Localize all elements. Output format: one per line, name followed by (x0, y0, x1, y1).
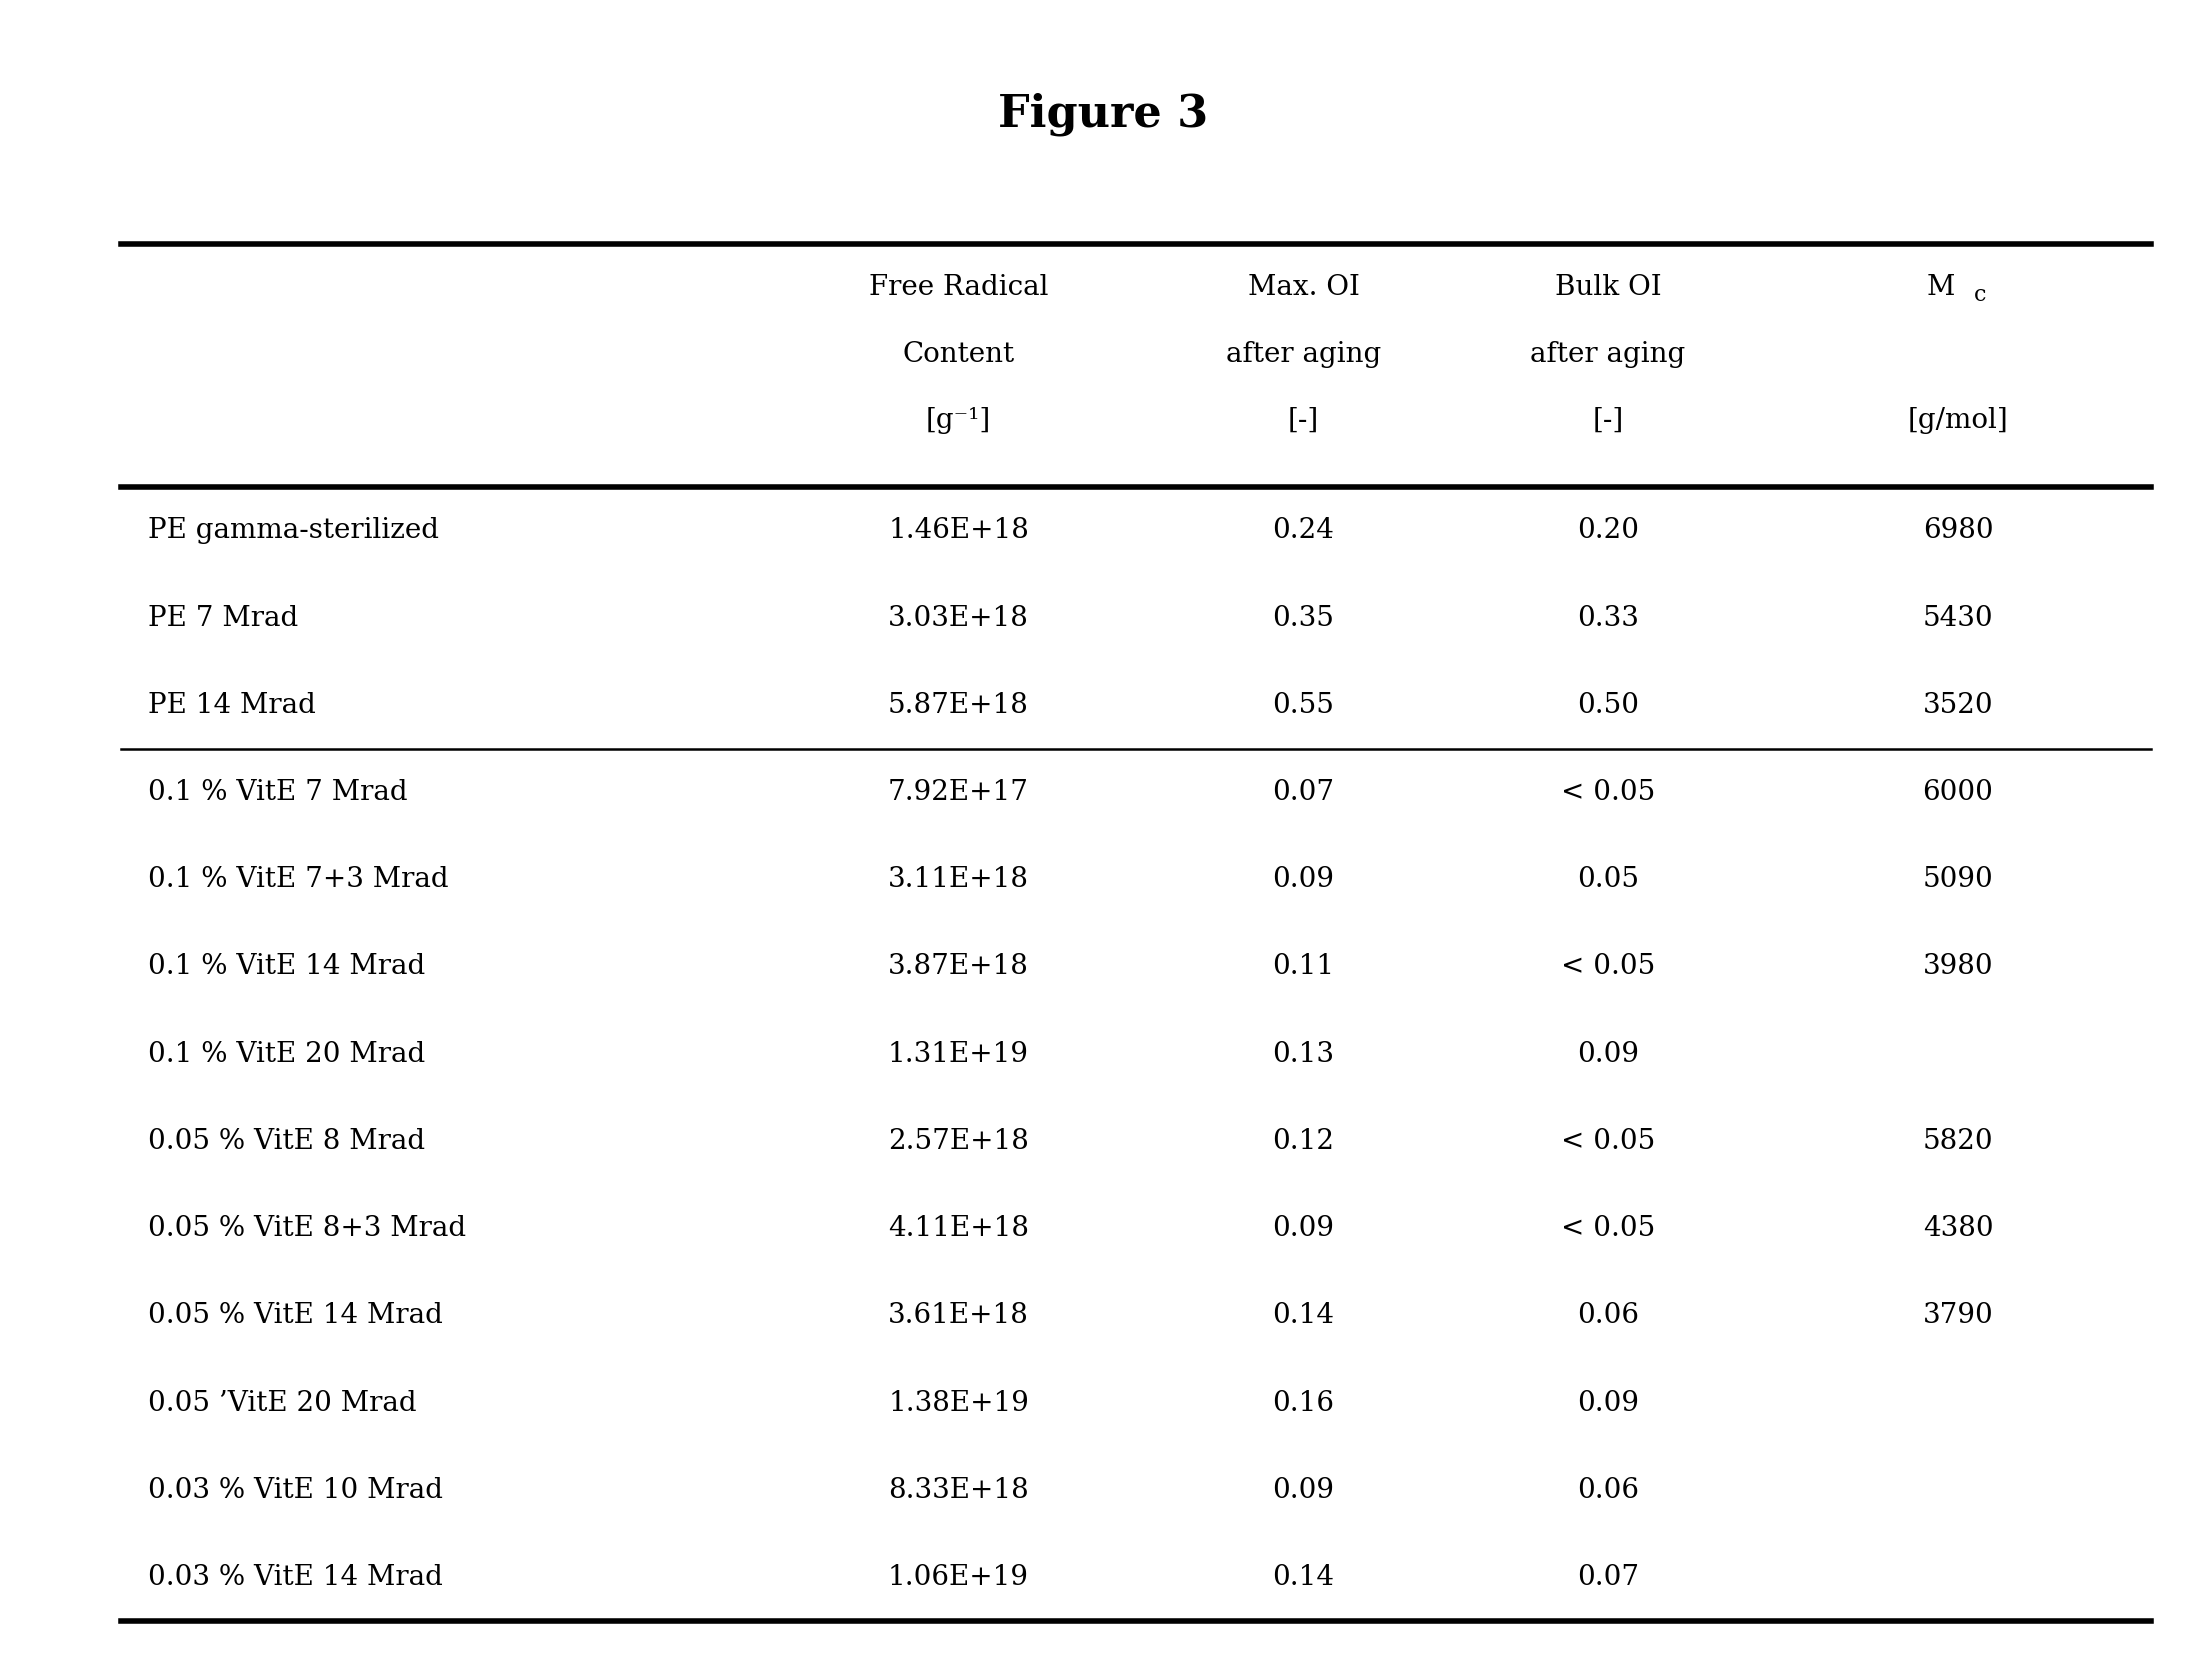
Text: 4380: 4380 (1924, 1215, 1994, 1242)
Text: after aging: after aging (1227, 341, 1381, 368)
Text: 3980: 3980 (1924, 954, 1994, 981)
Text: 3.03E+18: 3.03E+18 (889, 605, 1028, 632)
Text: 0.50: 0.50 (1577, 692, 1639, 719)
Text: Content: Content (902, 341, 1015, 368)
Text: 0.09: 0.09 (1273, 1215, 1335, 1242)
Text: 0.06: 0.06 (1577, 1302, 1639, 1329)
Text: 0.16: 0.16 (1273, 1389, 1335, 1416)
Text: 6000: 6000 (1924, 780, 1994, 806)
Text: 0.07: 0.07 (1273, 780, 1335, 806)
Text: 0.09: 0.09 (1273, 1477, 1335, 1504)
Text: Max. OI: Max. OI (1249, 274, 1359, 301)
Text: < 0.05: < 0.05 (1562, 1215, 1654, 1242)
Text: 0.20: 0.20 (1577, 517, 1639, 544)
Text: 0.07: 0.07 (1577, 1564, 1639, 1591)
Text: 0.1 % VitE 20 Mrad: 0.1 % VitE 20 Mrad (148, 1040, 426, 1068)
Text: 3790: 3790 (1924, 1302, 1994, 1329)
Text: 0.24: 0.24 (1273, 517, 1335, 544)
Text: 0.05 % VitE 8+3 Mrad: 0.05 % VitE 8+3 Mrad (148, 1215, 465, 1242)
Text: 0.55: 0.55 (1273, 692, 1335, 719)
Text: 0.03 % VitE 10 Mrad: 0.03 % VitE 10 Mrad (148, 1477, 443, 1504)
Text: 1.06E+19: 1.06E+19 (889, 1564, 1028, 1591)
Text: 0.14: 0.14 (1273, 1302, 1335, 1329)
Text: PE 7 Mrad: PE 7 Mrad (148, 605, 298, 632)
Text: Free Radical: Free Radical (869, 274, 1048, 301)
Text: PE gamma-sterilized: PE gamma-sterilized (148, 517, 439, 544)
Text: 1.31E+19: 1.31E+19 (889, 1040, 1028, 1068)
Text: 0.03 % VitE 14 Mrad: 0.03 % VitE 14 Mrad (148, 1564, 443, 1591)
Text: [-]: [-] (1288, 407, 1319, 433)
Text: 0.11: 0.11 (1273, 954, 1335, 981)
Text: 0.33: 0.33 (1577, 605, 1639, 632)
Text: 0.06: 0.06 (1577, 1477, 1639, 1504)
Text: Figure 3: Figure 3 (997, 92, 1209, 136)
Text: 0.1 % VitE 14 Mrad: 0.1 % VitE 14 Mrad (148, 954, 426, 981)
Text: 6980: 6980 (1924, 517, 1994, 544)
Text: 5.87E+18: 5.87E+18 (889, 692, 1028, 719)
Text: 0.09: 0.09 (1273, 867, 1335, 894)
Text: 3520: 3520 (1924, 692, 1994, 719)
Text: 5820: 5820 (1924, 1127, 1994, 1154)
Text: < 0.05: < 0.05 (1562, 1127, 1654, 1154)
Text: [g⁻¹]: [g⁻¹] (927, 407, 990, 433)
Text: 0.05: 0.05 (1577, 867, 1639, 894)
Text: < 0.05: < 0.05 (1562, 954, 1654, 981)
Text: 0.35: 0.35 (1273, 605, 1335, 632)
Text: after aging: after aging (1531, 341, 1685, 368)
Text: < 0.05: < 0.05 (1562, 780, 1654, 806)
Text: 7.92E+17: 7.92E+17 (889, 780, 1028, 806)
Text: 0.09: 0.09 (1577, 1389, 1639, 1416)
Text: 1.38E+19: 1.38E+19 (889, 1389, 1028, 1416)
Text: [g/mol]: [g/mol] (1908, 407, 2007, 433)
Text: 0.05 % VitE 14 Mrad: 0.05 % VitE 14 Mrad (148, 1302, 443, 1329)
Text: 0.05 % VitE 8 Mrad: 0.05 % VitE 8 Mrad (148, 1127, 426, 1154)
Text: 0.1 % VitE 7+3 Mrad: 0.1 % VitE 7+3 Mrad (148, 867, 448, 894)
Text: 0.13: 0.13 (1273, 1040, 1335, 1068)
Text: 8.33E+18: 8.33E+18 (889, 1477, 1028, 1504)
Text: PE 14 Mrad: PE 14 Mrad (148, 692, 315, 719)
Text: 5090: 5090 (1924, 867, 1994, 894)
Text: Bulk OI: Bulk OI (1555, 274, 1661, 301)
Text: [-]: [-] (1593, 407, 1624, 433)
Text: 0.09: 0.09 (1577, 1040, 1639, 1068)
Text: 0.1 % VitE 7 Mrad: 0.1 % VitE 7 Mrad (148, 780, 408, 806)
Text: 2.57E+18: 2.57E+18 (889, 1127, 1028, 1154)
Text: 3.87E+18: 3.87E+18 (889, 954, 1028, 981)
Text: 0.12: 0.12 (1273, 1127, 1335, 1154)
Text: c: c (1974, 284, 1985, 306)
Text: 0.05 ’VitE 20 Mrad: 0.05 ’VitE 20 Mrad (148, 1389, 417, 1416)
Text: 1.46E+18: 1.46E+18 (889, 517, 1028, 544)
Text: 5430: 5430 (1924, 605, 1994, 632)
Text: 4.11E+18: 4.11E+18 (889, 1215, 1028, 1242)
Text: 3.61E+18: 3.61E+18 (889, 1302, 1028, 1329)
Text: 3.11E+18: 3.11E+18 (889, 867, 1028, 894)
Text: 0.14: 0.14 (1273, 1564, 1335, 1591)
Text: M: M (1926, 274, 1955, 301)
